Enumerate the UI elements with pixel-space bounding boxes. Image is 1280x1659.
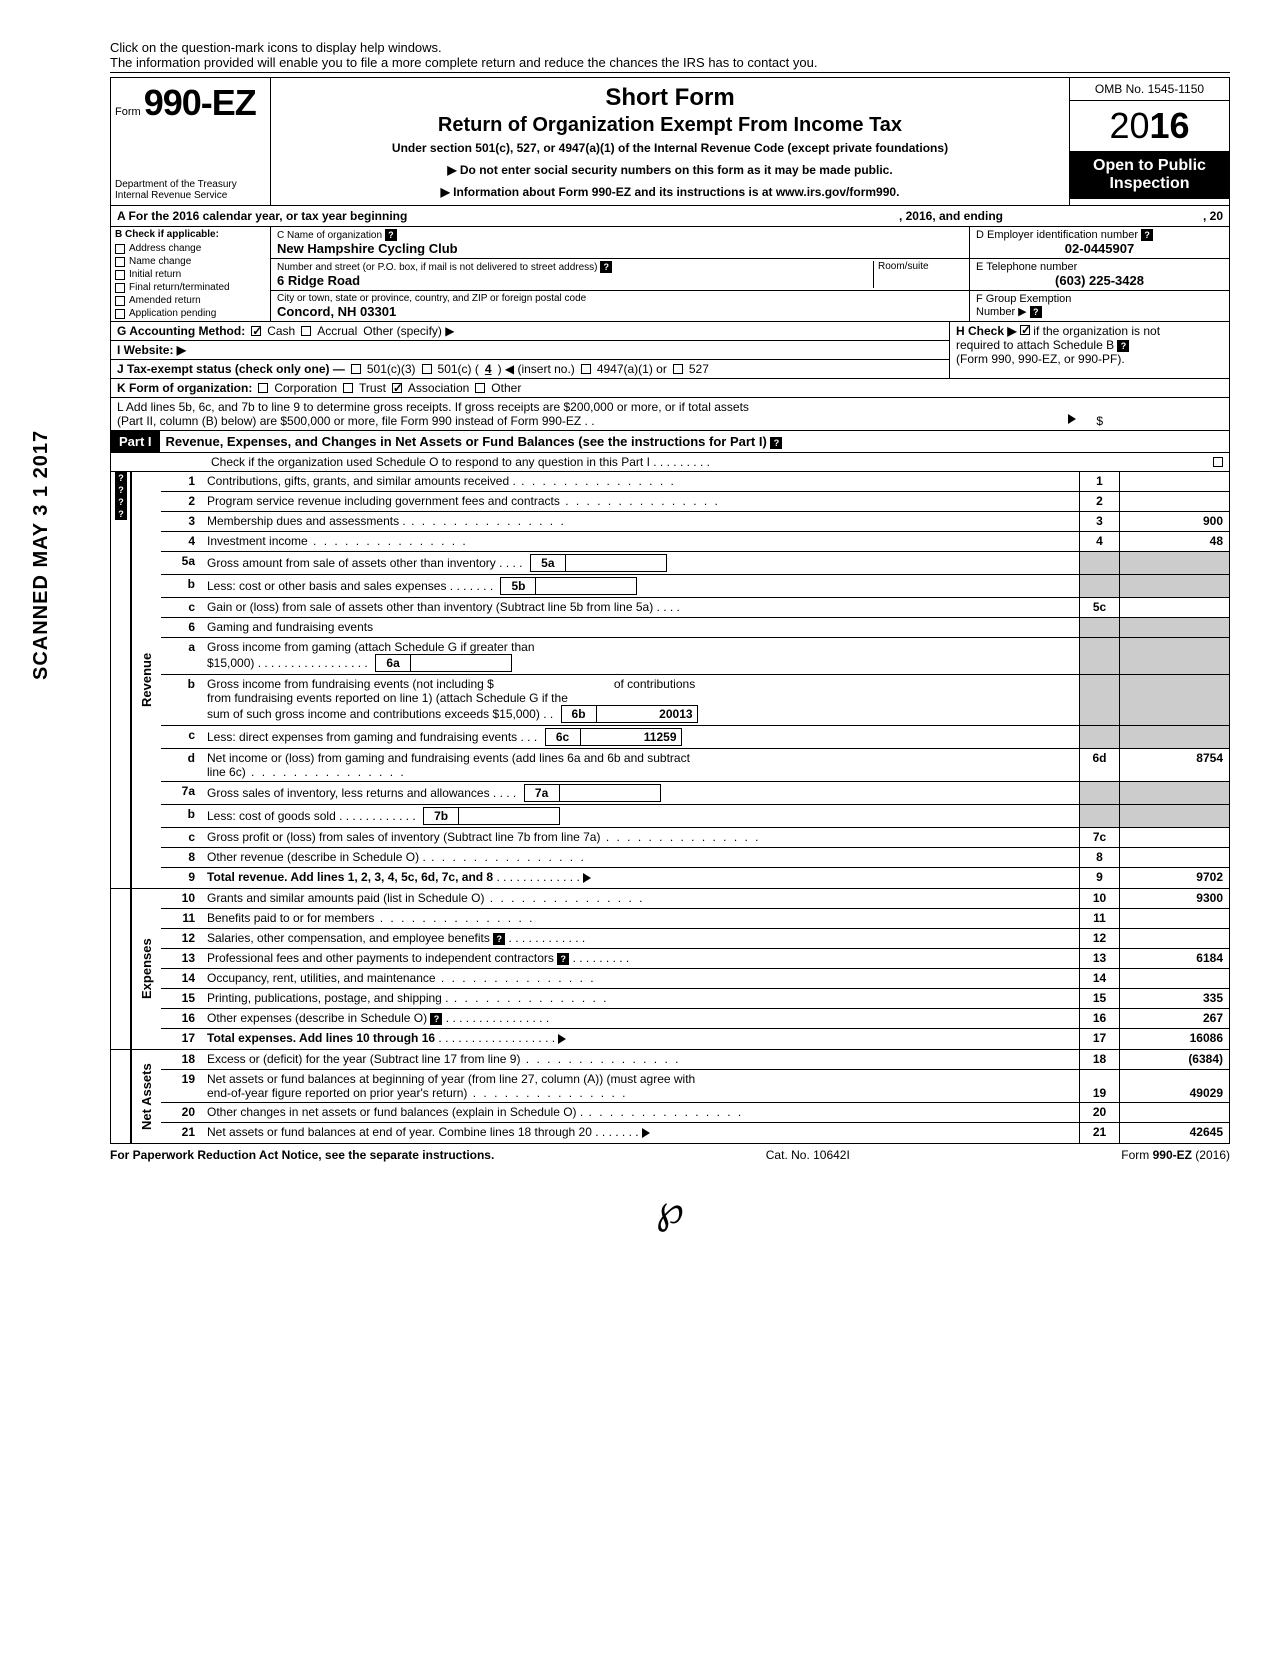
line-j: J Tax-exempt status (check only one) — 5… (110, 360, 950, 379)
help-icon[interactable]: ? (115, 496, 127, 508)
f-label: F Group Exemption (976, 293, 1223, 305)
room-suite: Room/suite (873, 261, 963, 288)
chk-trust[interactable] (343, 383, 353, 393)
city-value: Concord, NH 03301 (277, 304, 963, 319)
addr-label: Number and street (or P.O. box, if mail … (277, 262, 598, 273)
tax-year: 2016 (1070, 101, 1229, 151)
b-header: B Check if applicable: (111, 227, 270, 242)
chk-name-change[interactable]: Name change (111, 255, 270, 268)
part1-header: Part I Revenue, Expenses, and Changes in… (110, 431, 1230, 453)
chk-501c3[interactable] (351, 364, 361, 374)
line-k: K Form of organization: Corporation Trus… (110, 379, 1230, 398)
chk-final-return[interactable]: Final return/terminated (111, 281, 270, 294)
help-icon[interactable]: ? (115, 484, 127, 496)
chk-initial-return[interactable]: Initial return (111, 268, 270, 281)
form-header: Form 990-EZ Department of the Treasury I… (110, 77, 1230, 206)
chk-cash[interactable] (251, 326, 261, 336)
chk-amended-return[interactable]: Amended return (111, 294, 270, 307)
c-label: C Name of organization (277, 230, 382, 241)
chk-527[interactable] (673, 364, 683, 374)
help-icon[interactable]: ? (600, 261, 612, 273)
open-to-public: Open to PublicInspection (1070, 151, 1229, 199)
line-h: H Check ▶ if the organization is not req… (950, 322, 1230, 379)
help-icon[interactable]: ? (115, 472, 127, 484)
help-icon[interactable]: ? (1030, 306, 1042, 318)
line-l: L Add lines 5b, 6c, and 7b to line 9 to … (110, 398, 1230, 431)
part1-check: Check if the organization used Schedule … (110, 453, 1230, 472)
chk-other-org[interactable] (475, 383, 485, 393)
main-table: ? ? ? ? Revenue 1Contributions, gifts, g… (110, 472, 1230, 1144)
help-icon[interactable]: ? (557, 953, 569, 965)
chk-501c[interactable] (422, 364, 432, 374)
org-name: New Hampshire Cycling Club (277, 241, 963, 256)
arrow-line-2: ▶ Information about Form 990-EZ and its … (277, 185, 1063, 199)
title-short-form: Short Form (277, 84, 1063, 112)
chk-association[interactable] (392, 383, 402, 393)
help-icon[interactable]: ? (493, 933, 505, 945)
line-g: G Accounting Method: Cash Accrual Other … (110, 322, 950, 341)
chk-application-pending[interactable]: Application pending (111, 307, 270, 320)
scanned-stamp: SCANNED MAY 3 1 2017 (30, 430, 53, 680)
expenses-label: Expenses (131, 889, 161, 1049)
line-i: I Website: ▶ (110, 341, 950, 360)
section-bcdef: B Check if applicable: Address change Na… (110, 227, 1230, 322)
revenue-label: Revenue (131, 472, 161, 888)
signature-mark: ℘ (110, 1186, 1230, 1233)
omb-number: OMB No. 1545-1150 (1070, 78, 1229, 101)
help-icon[interactable]: ? (430, 1013, 442, 1025)
help-icon[interactable]: ? (115, 508, 127, 520)
help-icon[interactable]: ? (385, 229, 397, 241)
row-a: A For the 2016 calendar year, or tax yea… (110, 206, 1230, 227)
footer: For Paperwork Reduction Act Notice, see … (110, 1144, 1230, 1166)
chk-accrual[interactable] (301, 326, 311, 336)
chk-address-change[interactable]: Address change (111, 242, 270, 255)
chk-corporation[interactable] (258, 383, 268, 393)
arrow-line-1: ▶ Do not enter social security numbers o… (277, 163, 1063, 177)
title-return: Return of Organization Exempt From Incom… (277, 114, 1063, 137)
dept-text: Department of the Treasury Internal Reve… (115, 179, 266, 201)
netassets-label: Net Assets (131, 1050, 161, 1143)
subtitle: Under section 501(c), 527, or 4947(a)(1)… (277, 141, 1063, 155)
help-icon[interactable]: ? (1117, 340, 1129, 352)
help-text: Click on the question-mark icons to disp… (110, 40, 1230, 73)
ein: 02-0445907 (976, 241, 1223, 256)
chk-4947[interactable] (581, 364, 591, 374)
help-icon[interactable]: ? (1141, 229, 1153, 241)
e-label: E Telephone number (976, 261, 1223, 273)
help-icon[interactable]: ? (770, 437, 782, 449)
help-line1: Click on the question-mark icons to disp… (110, 40, 1230, 55)
address: 6 Ridge Road (277, 273, 873, 288)
city-label: City or town, state or province, country… (277, 293, 963, 304)
f-label2: Number ▶ ? (976, 305, 1223, 318)
help-line2: The information provided will enable you… (110, 55, 1230, 70)
chk-schedule-o[interactable] (1213, 457, 1223, 467)
phone: (603) 225-3428 (976, 273, 1223, 288)
form-number: Form 990-EZ (115, 82, 266, 124)
chk-schedule-b[interactable] (1020, 325, 1030, 335)
d-label: D Employer identification number ? (976, 229, 1223, 241)
